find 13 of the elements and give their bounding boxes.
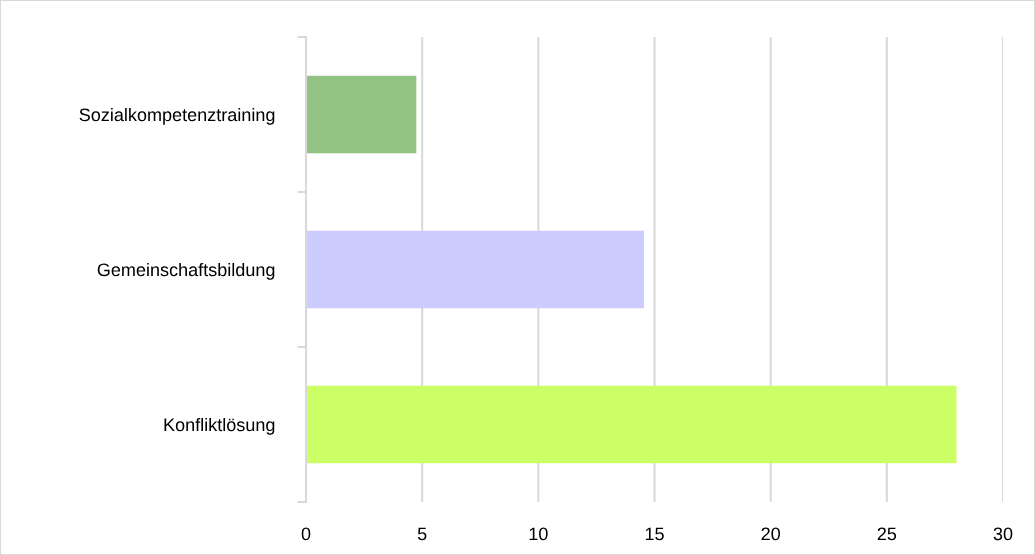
x-tick-label: 10: [529, 527, 548, 541]
x-tick-label: 15: [645, 527, 664, 541]
x-tick-label: 30: [993, 527, 1013, 541]
bar: [306, 230, 645, 309]
x-tick-label: 20: [761, 527, 780, 541]
y-tick-label: Konfliktlösung: [164, 417, 275, 435]
y-tick-label: Gemeinschaftsbildung: [97, 262, 275, 280]
y-tick-label: Sozialkompetenztraining: [79, 107, 275, 125]
bar: [306, 385, 957, 464]
x-tick-label: 0: [301, 527, 311, 541]
bar: [306, 75, 417, 154]
x-tick-label: 25: [877, 527, 897, 541]
x-tick-label: 5: [417, 527, 427, 541]
